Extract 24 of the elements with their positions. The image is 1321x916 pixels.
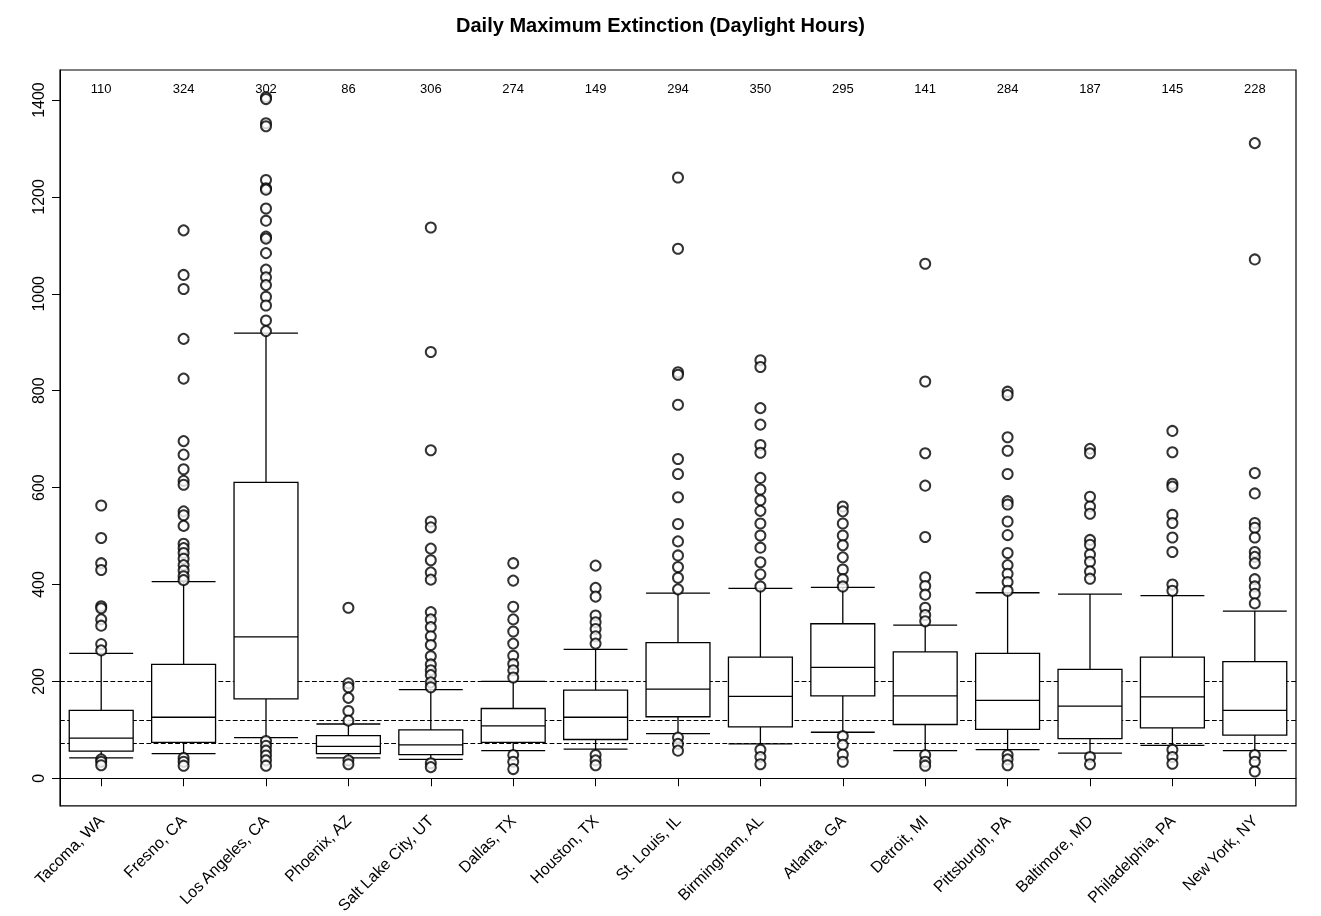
annotation: 294 (667, 80, 689, 96)
annotation: 149 (584, 80, 607, 96)
annotation: 284 (996, 80, 1019, 96)
y-tick-label: 800 (29, 377, 47, 405)
annotation: 86 (341, 80, 356, 96)
y-tick-label: 1000 (29, 275, 47, 312)
annotation: 228 (1243, 80, 1266, 96)
y-tick-label: 600 (29, 474, 47, 501)
chart-title: Daily Maximum Extinction (Daylight Hours) (456, 14, 865, 36)
annotation: 324 (172, 80, 195, 96)
annotation: 187 (1079, 80, 1101, 96)
annotation: 274 (502, 80, 525, 96)
y-tick-label: 200 (29, 667, 47, 695)
y-tick-label: 0 (29, 773, 47, 783)
y-tick-label: 1200 (29, 179, 47, 215)
annotation: 306 (419, 80, 442, 96)
annotation: 302 (255, 80, 277, 96)
annotation: 295 (831, 80, 854, 96)
y-tick-label: 1400 (29, 82, 47, 118)
annotation: 110 (90, 80, 112, 96)
y-tick-label: 400 (29, 571, 47, 598)
annotation: 141 (914, 80, 937, 96)
annotation: 145 (1161, 80, 1184, 96)
annotation: 350 (749, 80, 772, 96)
